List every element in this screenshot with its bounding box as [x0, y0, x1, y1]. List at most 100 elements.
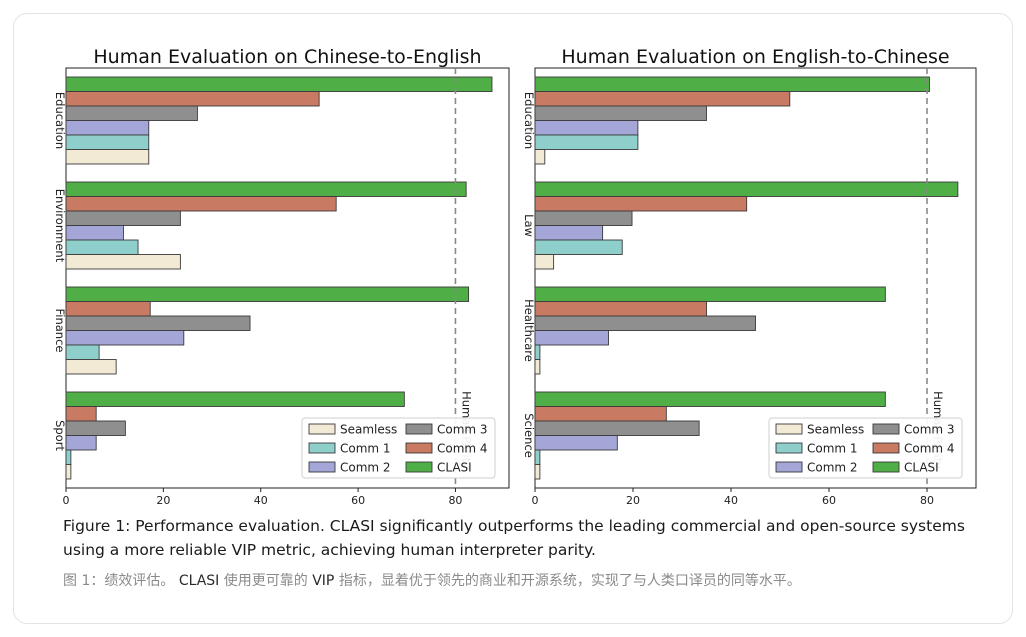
chart-1-bar-environment-seamless: [65, 254, 181, 270]
chart-2-bar-education-comm-1: [534, 134, 639, 150]
chart-1-title: Human Evaluation on Chinese-to-English: [93, 46, 481, 68]
chart-2-xtick-label-20: 20: [626, 494, 640, 507]
chart-2-bar-healthcare-comm-2: [534, 330, 609, 346]
chart-2-bar-law-comm-2: [534, 225, 604, 241]
chart-2-bar-law-comm-3: [534, 210, 633, 226]
chart-2-axes-frame: [534, 67, 977, 489]
chart-2-legend-swatch-comm-4: [872, 442, 900, 454]
chart-1-category-label-environment: Environment: [53, 189, 67, 263]
chart-1-legend-swatch-comm-3: [405, 423, 433, 435]
chart-2-legend-swatch-seamless: [775, 423, 803, 435]
chart-1-bar-sport-comm-2: [65, 435, 97, 451]
chart-2-xtick-label-80: 80: [920, 494, 934, 507]
chart-1-bar-education-comm-1: [65, 134, 150, 150]
chart-1-legend-label-comm-1: Comm 1: [340, 442, 391, 456]
chart-1-legend-label-comm-3: Comm 3: [437, 423, 488, 437]
chart-1-category-label-education: Education: [53, 92, 67, 149]
chart-1-bar-environment-comm-1: [65, 239, 139, 255]
figure-charts: Human Evaluation on Chinese-to-English Ed…: [53, 46, 977, 507]
chart-1-bar-sport-clasi: [65, 391, 405, 407]
chart-1-legend-swatch-comm-1: [308, 442, 336, 454]
chart-2-category-label-education: Education: [522, 92, 536, 149]
chart-2-legend-swatch-clasi: [872, 461, 900, 473]
chart-1-legend-swatch-seamless: [308, 423, 336, 435]
chart-2-bar-education-clasi: [534, 76, 930, 92]
chart-2-legend-label-clasi: CLASI: [904, 461, 939, 475]
chart-2-group: Human Evaluation on English-to-Chinese Ed…: [522, 46, 977, 507]
chart-1-bar-environment-clasi: [65, 181, 467, 197]
chart-2-bar-healthcare-seamless: [534, 359, 541, 375]
chart-2-bar-science-comm-2: [534, 435, 618, 451]
chart-2-legend-label-seamless: Seamless: [807, 423, 864, 437]
chart-2-bar-education-seamless: [534, 149, 546, 165]
chart-2-legend-label-comm-2: Comm 2: [807, 461, 858, 475]
chart-1-xtick-label-0: 0: [63, 494, 70, 507]
chart-2-bar-law-clasi: [534, 181, 959, 197]
chart-1-axes-frame: [65, 67, 510, 489]
caption-zh-suffix: 指标，显着优于领先的商业和开源系统，实现了与人类口译员的同等水平。: [338, 573, 801, 589]
caption-zh-mid: 使用更可靠的: [223, 573, 308, 589]
chart-1-category-label-finance: Finance: [53, 309, 67, 353]
chart-2-category-label-law: Law: [522, 214, 536, 237]
chart-1-bar-sport-comm-1: [65, 449, 72, 465]
chart-2-xtick-label-0: 0: [532, 494, 539, 507]
chart-1-legend-swatch-comm-2: [308, 461, 336, 473]
chart-1-bar-environment-comm-2: [65, 225, 124, 241]
chart-1-bar-finance-comm-4: [65, 301, 151, 317]
chart-2-legend-label-comm-1: Comm 1: [807, 442, 858, 456]
chart-1-xtick-label-20: 20: [156, 494, 170, 507]
chart-2-bar-healthcare-clasi: [534, 286, 886, 302]
chart-1-bar-sport-seamless: [65, 464, 72, 480]
chart-2-legend-label-comm-3: Comm 3: [904, 423, 955, 437]
chart-1-category-label-sport: Sport: [53, 420, 67, 451]
chart-1-bar-environment-comm-3: [65, 210, 181, 226]
chart-1-bar-sport-comm-3: [65, 420, 126, 436]
chart-2-bar-law-seamless: [534, 254, 555, 270]
chart-1-group: Human Evaluation on Chinese-to-English Ed…: [53, 46, 510, 507]
chart-2-category-label-healthcare: Healthcare: [522, 299, 536, 362]
chart-1-bar-education-clasi: [65, 76, 493, 92]
chart-1-xtick-label-40: 40: [254, 494, 268, 507]
chart-2-bar-education-comm-3: [534, 105, 707, 121]
chart-1-bar-education-comm-2: [65, 120, 150, 136]
chart-2-legend-swatch-comm-1: [775, 442, 803, 454]
chart-2-category-label-science: Science: [522, 413, 536, 458]
chart-1-bar-sport-comm-4: [65, 406, 97, 422]
chart-2-bar-science-comm-4: [534, 406, 667, 422]
chart-2-bar-healthcare-comm-4: [534, 301, 707, 317]
chart-1-legend-box: [301, 417, 496, 479]
chart-2-xtick-label-40: 40: [724, 494, 738, 507]
chart-1-bar-finance-clasi: [65, 286, 470, 302]
figure-caption: Figure 1: Performance evaluation. CLASI …: [63, 517, 965, 559]
chart-1-bar-finance-comm-3: [65, 315, 251, 331]
chart-1-legend-label-seamless: Seamless: [340, 423, 397, 437]
chart-1-legend-label-comm-4: Comm 4: [437, 442, 488, 456]
chart-1-legend-label-clasi: CLASI: [437, 461, 472, 475]
caption-zh-prefix: 图 1：绩效评估。: [63, 573, 175, 589]
chart-1-bar-finance-comm-2: [65, 330, 185, 346]
figure-caption-zh: 图 1：绩效评估。 CLASI 使用更可靠的 VIP 指标，显着优于领先的商业和…: [63, 570, 983, 592]
chart-2-bar-law-comm-4: [534, 196, 748, 212]
chart-1-bar-education-comm-3: [65, 105, 198, 121]
chart-1-xtick-label-80: 80: [448, 494, 462, 507]
chart-1-bar-environment-comm-4: [65, 196, 337, 212]
chart-2-bar-healthcare-comm-3: [534, 315, 756, 331]
chart-2-legend-box: [768, 417, 963, 479]
chart-1-bar-education-comm-4: [65, 91, 320, 107]
chart-2-bar-law-comm-1: [534, 239, 623, 255]
chart-2-bar-education-comm-4: [534, 91, 791, 107]
chart-2-legend-swatch-comm-3: [872, 423, 900, 435]
chart-1-xtick-label-60: 60: [351, 494, 365, 507]
chart-1-bar-education-seamless: [65, 149, 150, 165]
chart-2-bar-science-seamless: [534, 464, 541, 480]
chart-2-xtick-label-60: 60: [822, 494, 836, 507]
chart-2-bar-science-comm-3: [534, 420, 700, 436]
chart-2-bar-education-comm-2: [534, 120, 639, 136]
chart-2-title: Human Evaluation on English-to-Chinese: [561, 46, 949, 68]
chart-1-legend-swatch-clasi: [405, 461, 433, 473]
chart-1-bar-finance-seamless: [65, 359, 117, 375]
chart-1-legend-swatch-comm-4: [405, 442, 433, 454]
chart-2-legend-label-comm-4: Comm 4: [904, 442, 955, 456]
chart-2-legend-swatch-comm-2: [775, 461, 803, 473]
chart-2-bar-science-clasi: [534, 391, 886, 407]
